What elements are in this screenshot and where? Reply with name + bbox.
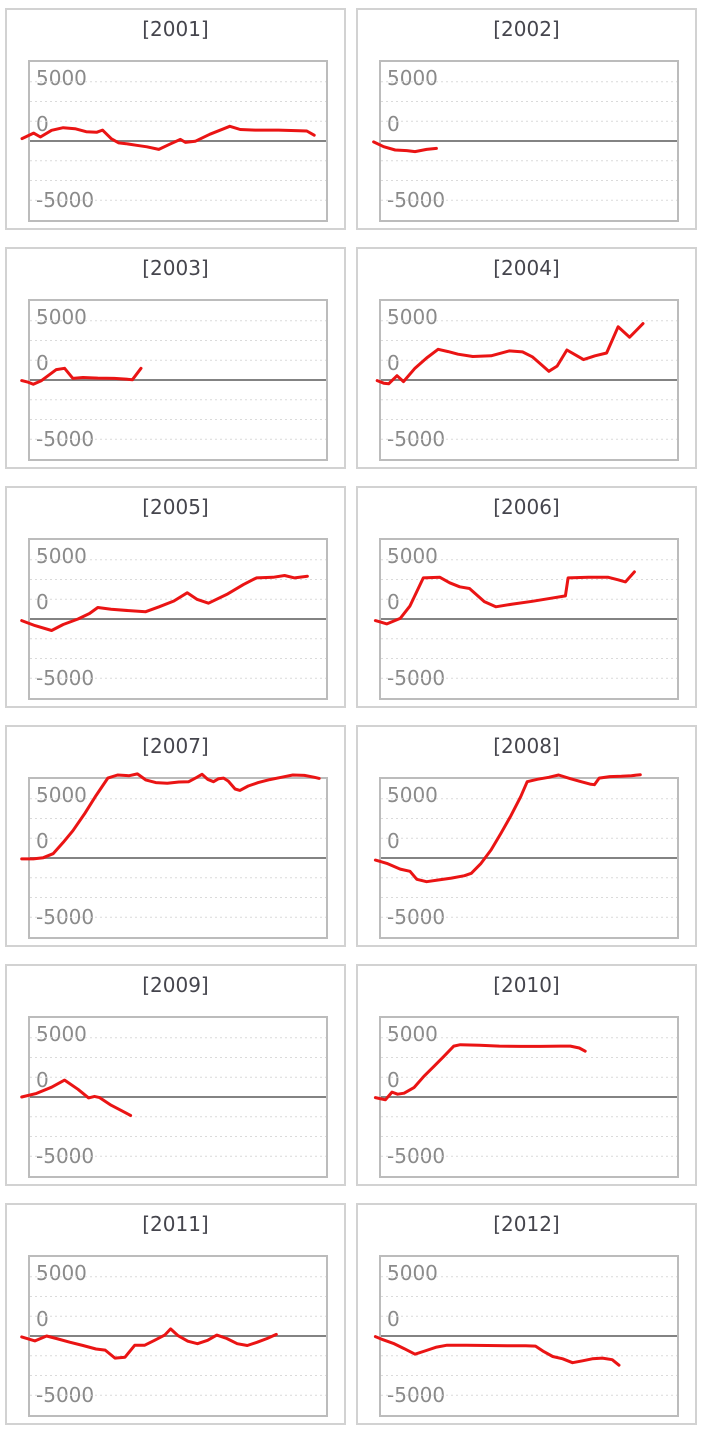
- y-tick-label-0: 0: [36, 829, 49, 853]
- chart-panel-2005: [2005] 5000 0 -5000: [5, 486, 346, 708]
- chart-title: [2012]: [493, 1212, 560, 1236]
- chart-panel-2003: [2003] 5000 0 -5000: [5, 247, 346, 469]
- plot-area: 5000 0 -5000: [20, 299, 328, 461]
- y-tick-label-0: 0: [36, 1068, 49, 1092]
- chart-title: [2003]: [142, 256, 209, 280]
- y-tick-label-0: 0: [36, 112, 49, 136]
- line-chart-svg: [375, 320, 677, 440]
- y-tick-label-0: 0: [387, 351, 400, 375]
- chart-panel-2002: [2002] 5000 0 -5000: [356, 8, 697, 230]
- y-tick-label-5000: 5000: [36, 1261, 87, 1285]
- y-tick-label-0: 0: [387, 112, 400, 136]
- line-chart-svg: [373, 559, 677, 679]
- y-tick-label-0: 0: [387, 590, 400, 614]
- line-chart-svg: [20, 1037, 326, 1157]
- data-line: [372, 140, 438, 154]
- plot-area: 5000 0 -5000: [373, 1255, 679, 1417]
- chart-panel-2011: [2011] 5000 0 -5000: [5, 1203, 346, 1425]
- y-tick-label-0: 0: [387, 1068, 400, 1092]
- data-line: [373, 773, 642, 884]
- y-tick-label-5000: 5000: [36, 783, 87, 807]
- data-line: [373, 1043, 587, 1102]
- chart-title: [2009]: [142, 973, 209, 997]
- plot-area: 5000 0 -5000: [20, 1016, 328, 1178]
- line-chart-svg: [20, 81, 326, 201]
- y-tick-label-5000: 5000: [387, 305, 438, 329]
- chart-title: [2004]: [493, 256, 560, 280]
- y-tick-label-0: 0: [36, 351, 49, 375]
- plot-area: 5000 0 -5000: [20, 538, 328, 700]
- y-tick-label-5000: 5000: [36, 1022, 87, 1046]
- plot-area: 5000 0 -5000: [20, 1255, 328, 1417]
- chart-title: [2006]: [493, 495, 560, 519]
- plot-area: 5000 0 -5000: [372, 60, 679, 222]
- line-chart-svg: [20, 320, 326, 440]
- chart-panel-2009: [2009] 5000 0 -5000: [5, 964, 346, 1186]
- y-tick-label-5000: 5000: [387, 66, 438, 90]
- chart-title: [2010]: [493, 973, 560, 997]
- chart-title: [2001]: [142, 17, 209, 41]
- line-chart-svg: [373, 1276, 677, 1396]
- line-chart-svg: [372, 81, 677, 201]
- chart-title: [2005]: [142, 495, 209, 519]
- y-tick-label-0: 0: [387, 829, 400, 853]
- line-chart-svg: [373, 1037, 677, 1157]
- y-tick-label-5000: 5000: [36, 305, 87, 329]
- chart-panel-2010: [2010] 5000 0 -5000: [356, 964, 697, 1186]
- chart-panel-2012: [2012] 5000 0 -5000: [356, 1203, 697, 1425]
- data-line: [20, 124, 316, 151]
- data-line: [20, 772, 321, 861]
- y-tick-label-0: 0: [36, 590, 49, 614]
- chart-panel-2006: [2006] 5000 0 -5000: [356, 486, 697, 708]
- chart-panel-2004: [2004] 5000 0 -5000: [356, 247, 697, 469]
- plot-area: 5000 0 -5000: [20, 772, 328, 939]
- chart-title: [2011]: [142, 1212, 209, 1236]
- chart-panel-2001: [2001] 5000 0 -5000: [5, 8, 346, 230]
- y-tick-label-5000: 5000: [36, 66, 87, 90]
- plot-area: 5000 0 -5000: [373, 773, 679, 939]
- plot-area: 5000 0 -5000: [373, 538, 679, 700]
- line-chart-svg: [20, 1276, 326, 1396]
- chart-title: [2008]: [493, 734, 560, 758]
- plot-area: 5000 0 -5000: [375, 299, 679, 461]
- chart-panel-2008: [2008] 5000 0 -5000: [356, 725, 697, 947]
- data-line: [20, 1327, 278, 1360]
- y-tick-label-5000: 5000: [387, 1022, 438, 1046]
- data-line: [373, 570, 636, 626]
- plot-area: 5000 0 -5000: [20, 60, 328, 222]
- line-chart-svg: [373, 773, 677, 918]
- chart-title: [2002]: [493, 17, 560, 41]
- data-line: [20, 1078, 133, 1117]
- line-chart-svg: [20, 559, 326, 679]
- y-tick-label-5000: 5000: [387, 1261, 438, 1285]
- data-line: [20, 574, 309, 632]
- data-line: [375, 322, 645, 386]
- line-chart-svg: [20, 772, 326, 918]
- y-tick-label-5000: 5000: [387, 783, 438, 807]
- y-tick-label-0: 0: [387, 1307, 400, 1331]
- data-line: [20, 366, 143, 386]
- plot-area: 5000 0 -5000: [373, 1016, 679, 1178]
- y-tick-label-5000: 5000: [36, 544, 87, 568]
- data-line: [373, 1335, 621, 1367]
- chart-title: [2007]: [142, 734, 209, 758]
- y-tick-label-0: 0: [36, 1307, 49, 1331]
- y-tick-label-5000: 5000: [387, 544, 438, 568]
- chart-panel-2007: [2007] 5000 0 -5000: [5, 725, 346, 947]
